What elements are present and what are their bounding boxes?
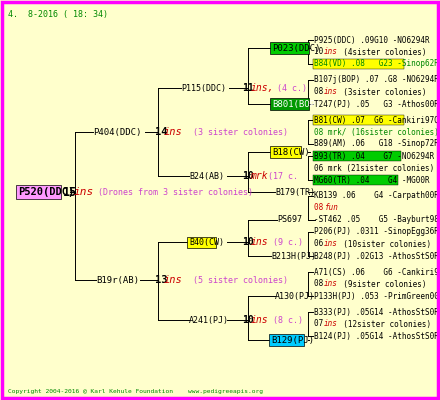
FancyBboxPatch shape — [313, 176, 397, 184]
Text: Copyright 2004-2016 @ Karl Kehule Foundation    www.pedigreeapis.org: Copyright 2004-2016 @ Karl Kehule Founda… — [8, 389, 263, 394]
Text: ins: ins — [324, 240, 338, 248]
Text: ins: ins — [250, 315, 268, 325]
Text: (3 sister colonies): (3 sister colonies) — [177, 128, 287, 136]
Text: 08: 08 — [314, 88, 328, 96]
Text: P206(PJ) .0311 -SinopEgg36R: P206(PJ) .0311 -SinopEgg36R — [314, 228, 439, 236]
Text: 06: 06 — [314, 240, 328, 248]
Text: 08 mrk/ (16sister colonies): 08 mrk/ (16sister colonies) — [314, 128, 439, 136]
Text: ins: ins — [324, 48, 338, 56]
Text: 11: 11 — [242, 83, 254, 93]
Text: PS697: PS697 — [277, 216, 302, 224]
Text: B93(TR) .04    G7 -NO6294R: B93(TR) .04 G7 -NO6294R — [314, 152, 434, 160]
Text: (5 sister colonies): (5 sister colonies) — [177, 276, 287, 284]
Text: (Drones from 3 sister colonies): (Drones from 3 sister colonies) — [88, 188, 253, 196]
Text: mrk: mrk — [250, 171, 268, 181]
Text: ins: ins — [73, 187, 93, 197]
Text: 10: 10 — [242, 171, 254, 181]
Text: A71(CS) .06    G6 -Cankiri97Q: A71(CS) .06 G6 -Cankiri97Q — [314, 268, 440, 276]
Text: ins,: ins, — [250, 83, 274, 93]
FancyBboxPatch shape — [270, 146, 301, 158]
Text: P404(DDC): P404(DDC) — [93, 128, 141, 136]
Text: 08: 08 — [314, 280, 328, 288]
Text: 14: 14 — [155, 127, 168, 137]
Text: 10: 10 — [242, 315, 254, 325]
Text: (3sister colonies): (3sister colonies) — [334, 88, 426, 96]
FancyBboxPatch shape — [313, 152, 401, 160]
Text: T247(PJ) .05   G3 -Athos00R: T247(PJ) .05 G3 -Athos00R — [314, 100, 439, 108]
Text: B801(BOP): B801(BOP) — [272, 100, 320, 108]
FancyBboxPatch shape — [269, 334, 304, 346]
Text: 4.  8-2016 ( 18: 34): 4. 8-2016 ( 18: 34) — [8, 10, 108, 19]
Text: (12sister colonies): (12sister colonies) — [334, 320, 431, 328]
Text: B107j(BOP) .07 .G8 -NO6294R: B107j(BOP) .07 .G8 -NO6294R — [314, 76, 439, 84]
Text: P133H(PJ) .053 -PrimGreen00: P133H(PJ) .053 -PrimGreen00 — [314, 292, 439, 300]
Text: 10: 10 — [314, 48, 328, 56]
Text: P520(DDC): P520(DDC) — [18, 187, 74, 197]
Text: (8 c.): (8 c.) — [263, 316, 303, 324]
Text: B248(PJ) .02G13 -AthosStS0R: B248(PJ) .02G13 -AthosStS0R — [314, 252, 439, 260]
FancyBboxPatch shape — [313, 116, 404, 124]
Text: 08: 08 — [314, 204, 328, 212]
FancyBboxPatch shape — [270, 98, 309, 110]
Text: B24(AB): B24(AB) — [189, 172, 224, 180]
Text: B84(VD) .08   G23 -Sinop62R: B84(VD) .08 G23 -Sinop62R — [314, 60, 439, 68]
Text: B40(CW): B40(CW) — [189, 238, 224, 246]
Text: ins: ins — [250, 237, 268, 247]
Text: A130(PJ): A130(PJ) — [275, 292, 315, 300]
Text: P023(DDC): P023(DDC) — [272, 44, 320, 52]
Text: B124(PJ) .05G14 -AthosStS0R: B124(PJ) .05G14 -AthosStS0R — [314, 332, 439, 340]
Text: 13: 13 — [155, 275, 168, 285]
Text: P925(DDC) .09G10 -NO6294R: P925(DDC) .09G10 -NO6294R — [314, 36, 429, 44]
Text: P115(DDC): P115(DDC) — [181, 84, 226, 92]
Text: B81(CW) .07  G6 -Cankiri97Q: B81(CW) .07 G6 -Cankiri97Q — [314, 116, 439, 124]
Text: (4sister colonies): (4sister colonies) — [334, 48, 426, 56]
FancyBboxPatch shape — [313, 60, 404, 68]
Text: B213H(PJ): B213H(PJ) — [271, 252, 316, 260]
Text: fun: fun — [324, 204, 338, 212]
Text: B179(TR): B179(TR) — [275, 188, 315, 196]
Text: 15: 15 — [63, 186, 77, 198]
Text: -ST462 .05    G5 -Bayburt98-3: -ST462 .05 G5 -Bayburt98-3 — [314, 216, 440, 224]
Text: ins: ins — [324, 88, 338, 96]
FancyBboxPatch shape — [16, 185, 60, 199]
Text: ins: ins — [324, 280, 338, 288]
Text: A241(PJ): A241(PJ) — [189, 316, 229, 324]
Text: ins: ins — [164, 275, 183, 285]
Text: ins: ins — [324, 320, 338, 328]
Text: 10: 10 — [242, 237, 254, 247]
FancyBboxPatch shape — [187, 236, 216, 248]
Text: B333(PJ) .05G14 -AthosStS0R: B333(PJ) .05G14 -AthosStS0R — [314, 308, 439, 316]
Text: B19r(AB): B19r(AB) — [96, 276, 139, 284]
Text: ins: ins — [164, 127, 183, 137]
FancyBboxPatch shape — [270, 42, 309, 54]
Text: B129(PJ): B129(PJ) — [271, 336, 314, 344]
Text: (17 c.: (17 c. — [263, 172, 298, 180]
Text: MG60(TR) .04    G4 -MG00R: MG60(TR) .04 G4 -MG00R — [314, 176, 429, 184]
Text: B89(AM) .06   G18 -Sinop72R: B89(AM) .06 G18 -Sinop72R — [314, 140, 439, 148]
Text: 07: 07 — [314, 320, 328, 328]
Text: (9 c.): (9 c.) — [263, 238, 303, 246]
Text: B18(CW): B18(CW) — [272, 148, 310, 156]
Text: (4 c.): (4 c.) — [267, 84, 307, 92]
Text: 06 mrk (21sister colonies): 06 mrk (21sister colonies) — [314, 164, 434, 172]
Text: (9sister colonies): (9sister colonies) — [334, 280, 426, 288]
Text: KB139 .06    G4 -Carpath00R: KB139 .06 G4 -Carpath00R — [314, 192, 439, 200]
Text: (10sister colonies): (10sister colonies) — [334, 240, 431, 248]
